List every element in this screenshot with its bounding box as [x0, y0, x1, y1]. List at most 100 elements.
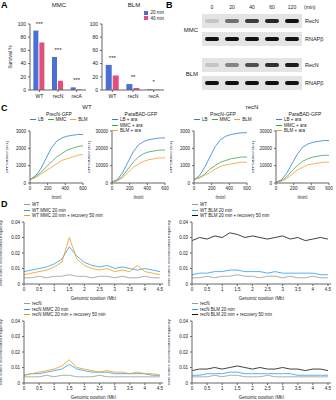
svg-text:80: 80 [20, 34, 26, 40]
svg-text:30000: 30000 [259, 129, 272, 134]
svg-text:GFP/OD600 (a.u.): GFP/OD600 (a.u.) [252, 140, 255, 173]
svg-text:Genomic position (Mb): Genomic position (Mb) [71, 395, 117, 399]
svg-text:*: * [152, 79, 155, 85]
svg-text:1: 1 [221, 386, 224, 391]
svg-text:3.5: 3.5 [295, 386, 302, 391]
svg-text:600: 600 [325, 186, 328, 191]
svg-text:0: 0 [23, 181, 26, 186]
svg-text:4: 4 [144, 287, 147, 292]
svg-text:200: 200 [208, 186, 216, 191]
svg-text:0.04: 0.04 [11, 220, 20, 225]
svg-text:0.01: 0.01 [11, 365, 20, 370]
svg-text:(min): (min) [133, 195, 144, 199]
svg-text:0.02: 0.02 [179, 251, 188, 256]
svg-text:80: 80 [92, 34, 98, 40]
svg-text:1000: 1000 [180, 163, 191, 168]
svg-text:3000: 3000 [180, 129, 191, 134]
svg-text:0: 0 [187, 181, 190, 186]
svg-text:60: 60 [92, 47, 98, 53]
svg-text:400: 400 [144, 186, 152, 191]
svg-text:0.04: 0.04 [179, 319, 188, 324]
svg-text:0.5: 0.5 [36, 386, 43, 391]
svg-text:WT: WT [35, 93, 43, 99]
svg-text:3: 3 [281, 287, 284, 292]
svg-text:(min): (min) [304, 4, 316, 10]
svg-text:1: 1 [53, 386, 56, 391]
svg-text:3: 3 [281, 386, 284, 391]
svg-text:RNAPβ: RNAPβ [305, 36, 323, 42]
svg-text:400: 400 [62, 186, 70, 191]
svg-text:WT: WT [108, 93, 116, 99]
svg-text:0: 0 [193, 186, 196, 191]
svg-text:600: 600 [79, 186, 87, 191]
svg-text:3000: 3000 [16, 129, 27, 134]
svg-text:40: 40 [249, 4, 255, 10]
svg-text:***: *** [73, 77, 81, 83]
svg-text:1.5: 1.5 [66, 386, 73, 391]
svg-text:0: 0 [275, 186, 278, 191]
svg-text:10000: 10000 [95, 163, 108, 168]
svg-text:2000: 2000 [180, 146, 191, 151]
svg-text:1: 1 [53, 287, 56, 292]
svg-text:100: 100 [90, 21, 99, 27]
svg-text:Survival %: Survival % [8, 45, 13, 69]
svg-text:0.5: 0.5 [36, 287, 43, 292]
svg-text:600: 600 [161, 186, 169, 191]
svg-text:0: 0 [269, 181, 272, 186]
svg-text:0.04: 0.04 [179, 220, 188, 225]
svg-text:0.5: 0.5 [204, 287, 211, 292]
svg-text:40: 40 [92, 60, 98, 66]
svg-text:20: 20 [229, 4, 235, 10]
svg-text:(min): (min) [215, 195, 226, 199]
svg-text:3: 3 [113, 287, 116, 292]
svg-text:Genomic position (Mb): Genomic position (Mb) [239, 395, 285, 399]
svg-text:3.5: 3.5 [127, 386, 134, 391]
svg-text:0: 0 [17, 381, 20, 386]
svg-text:0.02: 0.02 [11, 251, 20, 256]
svg-text:4.5: 4.5 [157, 287, 164, 292]
svg-text:2: 2 [83, 386, 86, 391]
svg-text:RecN: RecN [305, 62, 319, 68]
svg-text:60: 60 [20, 47, 26, 53]
svg-text:0.02: 0.02 [11, 350, 20, 355]
svg-text:0: 0 [23, 386, 26, 391]
svg-text:0.5: 0.5 [204, 386, 211, 391]
svg-text:0: 0 [191, 287, 194, 292]
svg-text:2.5: 2.5 [96, 287, 103, 292]
svg-text:200: 200 [290, 186, 298, 191]
svg-text:0: 0 [191, 386, 194, 391]
svg-text:0.01: 0.01 [11, 266, 20, 271]
svg-text:0: 0 [29, 186, 32, 191]
svg-text:2.5: 2.5 [264, 287, 271, 292]
svg-text:0: 0 [211, 4, 214, 10]
svg-text:4: 4 [144, 386, 147, 391]
svg-text:20: 20 [92, 74, 98, 80]
svg-text:0: 0 [185, 381, 188, 386]
svg-text:Inter sisters recombination fr: Inter sisters recombination frequency [168, 220, 171, 286]
svg-text:0.02: 0.02 [179, 350, 188, 355]
svg-text:4: 4 [312, 287, 315, 292]
svg-text:GFP/OD600 (a.u.): GFP/OD600 (a.u.) [88, 140, 91, 173]
svg-text:4: 4 [312, 386, 315, 391]
svg-text:recA: recA [149, 93, 160, 99]
svg-text:20000: 20000 [95, 146, 108, 151]
svg-text:2: 2 [251, 287, 254, 292]
svg-text:3.5: 3.5 [295, 287, 302, 292]
svg-text:2.5: 2.5 [264, 386, 271, 391]
svg-text:Inter sisters recombination fr: Inter sisters recombination frequency [168, 319, 171, 385]
svg-text:0.01: 0.01 [179, 365, 188, 370]
svg-text:0: 0 [95, 87, 98, 93]
svg-text:Genomic position (Mb): Genomic position (Mb) [71, 296, 117, 300]
svg-text:***: *** [36, 21, 44, 27]
svg-text:0: 0 [185, 282, 188, 287]
svg-text:0.03: 0.03 [11, 334, 20, 339]
svg-text:4.5: 4.5 [325, 287, 328, 292]
svg-text:0: 0 [23, 87, 26, 93]
svg-text:2000: 2000 [16, 146, 27, 151]
svg-text:40: 40 [20, 60, 26, 66]
svg-text:(min): (min) [297, 195, 308, 199]
svg-text:120: 120 [288, 4, 297, 10]
svg-text:***: *** [54, 47, 62, 53]
svg-text:1000: 1000 [16, 163, 27, 168]
svg-text:**: ** [131, 74, 136, 80]
